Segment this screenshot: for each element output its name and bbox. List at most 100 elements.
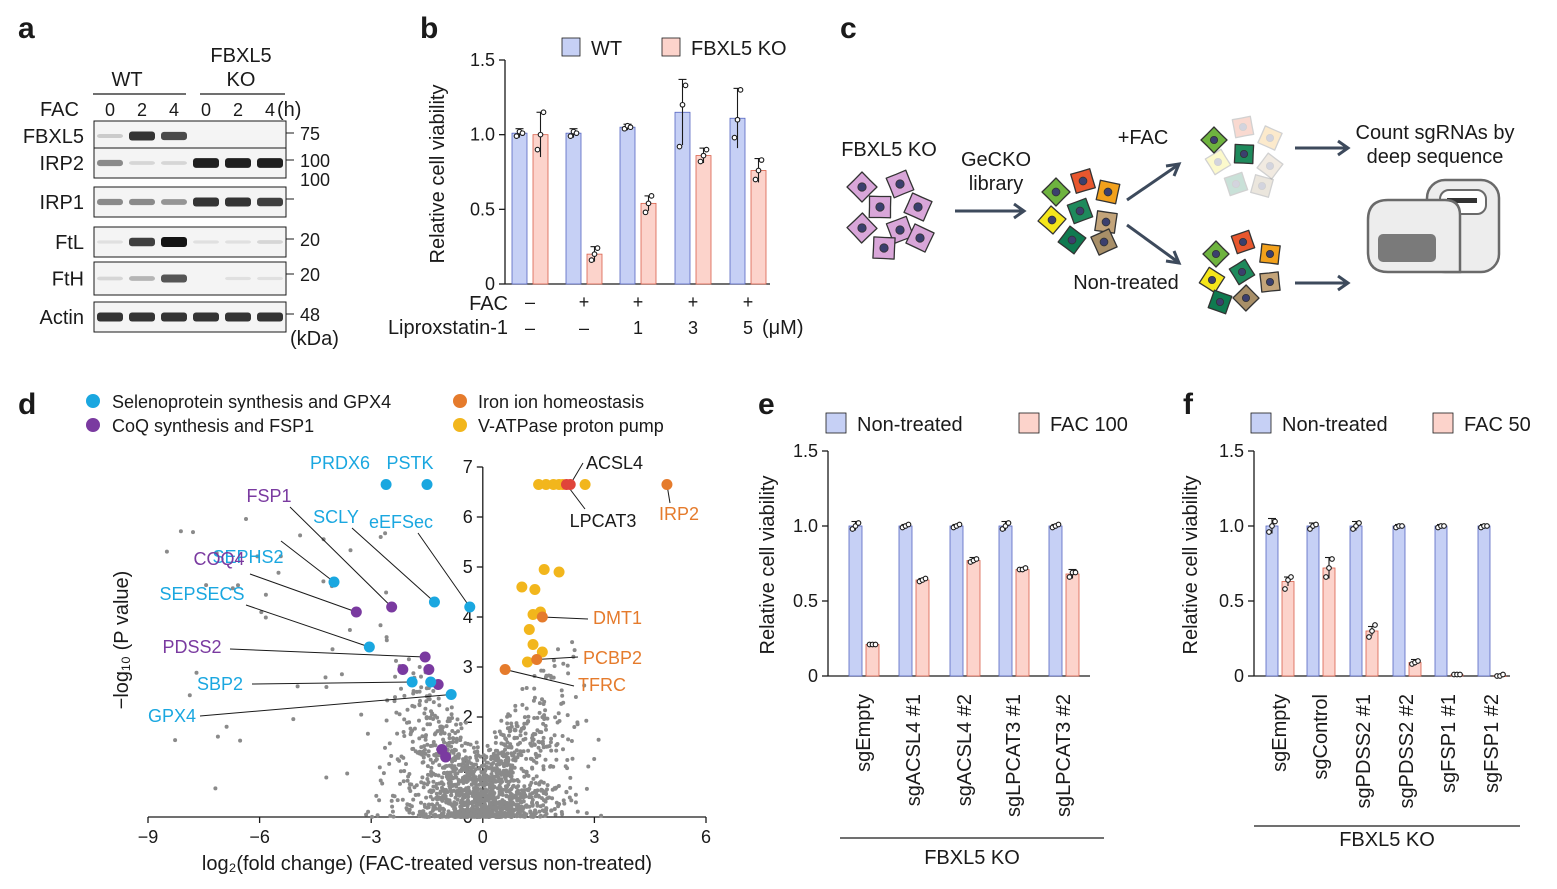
gene-point	[442, 796, 447, 801]
legend-iron: Iron ion homeostasis	[478, 392, 644, 412]
kda-marker: 100	[300, 151, 330, 171]
kda-label: (kDa)	[290, 328, 339, 350]
gene-point	[493, 748, 498, 753]
b-lip-value: 1	[633, 318, 643, 338]
pathway-gene-point	[423, 664, 435, 675]
gene-point	[501, 733, 506, 738]
gene-point	[502, 775, 507, 779]
blot-frame	[93, 301, 287, 333]
gene-point	[439, 724, 444, 729]
gene-point	[446, 809, 451, 814]
gene-point	[215, 734, 220, 739]
gene-label-coq4: COQ4	[193, 549, 244, 569]
gene-point	[419, 800, 423, 805]
gene-point	[469, 782, 474, 787]
chart-f-datapoint	[1329, 556, 1335, 562]
gene-point	[505, 721, 510, 726]
gene-point	[430, 712, 434, 717]
gene-point	[413, 793, 418, 797]
gene-point	[453, 754, 458, 759]
chart-b-datapoint	[513, 133, 520, 140]
gene-point	[487, 765, 491, 770]
chart-b-ytick-label: 1.0	[470, 125, 495, 145]
pathway-gene-point	[425, 676, 437, 688]
b-row-fac: FAC	[469, 293, 508, 315]
cell-icon	[1198, 266, 1226, 294]
gene-point	[485, 743, 490, 748]
gene-point	[433, 731, 438, 736]
gene-point	[599, 813, 604, 818]
gene-point	[178, 529, 183, 534]
gene-point	[445, 776, 450, 781]
b-lip-value: –	[579, 318, 589, 338]
gene-point	[504, 807, 509, 812]
gene-point	[462, 794, 467, 799]
gene-point	[458, 722, 463, 726]
gene-point	[465, 804, 470, 808]
gene-point	[509, 721, 514, 726]
gene-point	[444, 799, 449, 804]
gene-point	[532, 742, 537, 747]
gene-point	[553, 812, 558, 817]
gene-point	[437, 703, 442, 708]
gene-point	[399, 686, 403, 691]
gene-point	[570, 756, 575, 761]
gene-point	[484, 781, 489, 786]
gene-point	[434, 791, 439, 796]
gene-point	[534, 760, 539, 765]
gene-point	[556, 804, 561, 809]
gene-point	[552, 733, 557, 738]
chart-e-datapoint	[855, 520, 862, 526]
gene-point	[476, 814, 481, 819]
gene-point	[537, 710, 542, 715]
gene-point	[375, 813, 380, 818]
f-legend-swatch-fac	[1432, 412, 1454, 434]
d-ytick-label: 7	[463, 457, 473, 477]
blot-row-fth: FtH 20	[52, 261, 320, 296]
gene-point	[565, 663, 570, 668]
gene-point	[425, 782, 430, 787]
gene-point	[359, 712, 364, 717]
b-ylabel: Relative cell viability	[427, 85, 449, 264]
gene-point	[506, 757, 511, 762]
chart-f-datapoint	[1356, 520, 1362, 526]
gene-point	[388, 813, 393, 818]
chart-b-datapoint	[573, 130, 580, 137]
chart-b-datapoint	[648, 193, 655, 199]
gene-point	[436, 773, 441, 778]
chart-f-datapoint	[1269, 523, 1275, 529]
cell-icon	[868, 195, 892, 219]
gene-point	[454, 739, 459, 744]
chart-b-bar-fbxl5-ko	[695, 155, 712, 285]
gene-point	[259, 610, 264, 615]
gene-point	[439, 728, 444, 733]
gene-point	[414, 689, 419, 694]
gene-point	[393, 674, 398, 679]
cell-icon	[872, 236, 896, 260]
gene-point	[407, 772, 412, 776]
gene-point	[374, 793, 379, 798]
blot-band	[129, 237, 155, 247]
gene-point	[425, 805, 430, 810]
gene-point	[512, 778, 517, 783]
d-ytick-label: 3	[463, 657, 473, 677]
gene-point	[573, 792, 578, 797]
protein-label: IRP1	[40, 192, 84, 214]
gene-point	[543, 723, 548, 728]
gene-point	[536, 745, 541, 750]
chart-b-datapoint	[703, 146, 710, 153]
cell-icon	[1257, 125, 1283, 151]
gene-point	[489, 772, 494, 777]
d-ylabel: −log₁₀ (P value)	[111, 571, 133, 710]
gene-point	[410, 703, 415, 708]
gene-point	[431, 689, 436, 693]
d-xtick-label: −9	[138, 827, 159, 847]
gene-point	[415, 750, 420, 755]
gene-point	[477, 794, 482, 799]
gene-point	[398, 769, 403, 774]
gene-point	[565, 766, 570, 771]
gene-point	[441, 810, 446, 815]
cell-icon	[1259, 271, 1281, 293]
gene-point	[502, 764, 506, 769]
chart-e-bar-fac-100	[1015, 569, 1030, 677]
